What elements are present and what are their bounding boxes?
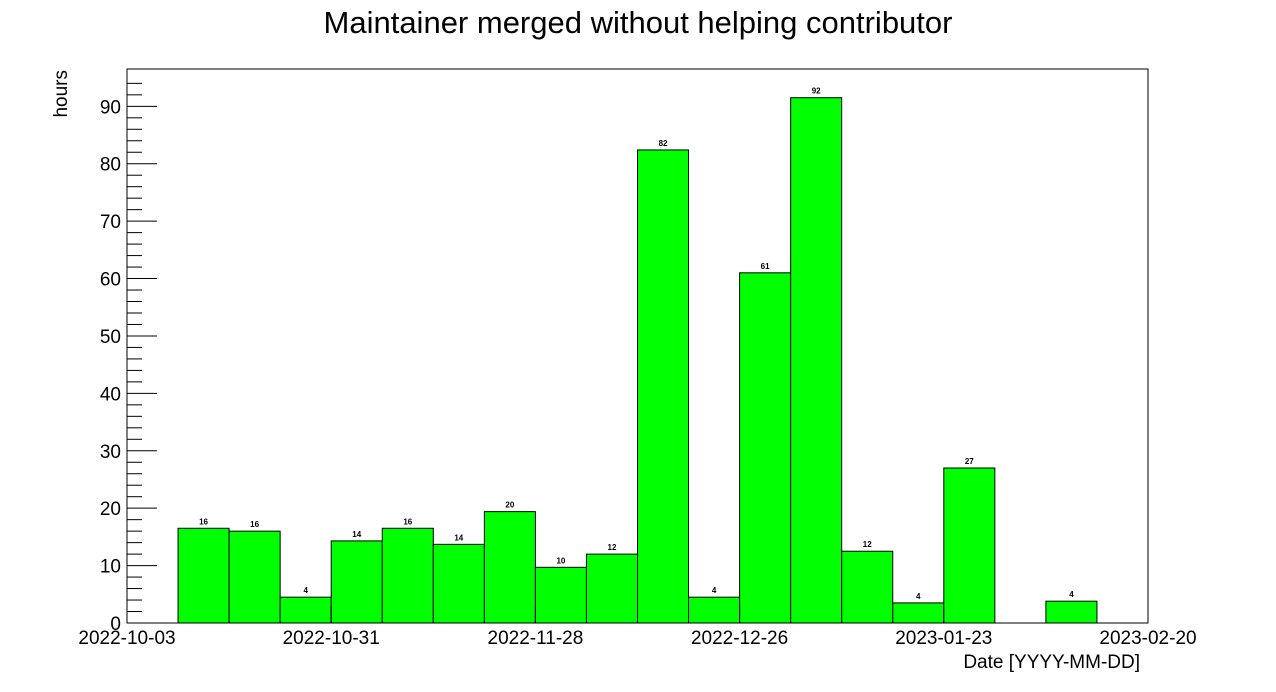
histogram-bar [330,540,383,624]
histogram-bar [279,596,332,624]
x-axis: 2022-10-03 2022-10-31 2022-11-28 2022-12-26… [78,606,1197,649]
bar-value-label: 20 [505,501,514,510]
bar-value-label: 27 [965,457,974,466]
x-tick-label: 2023-02-20 [1099,628,1196,649]
histogram-bar [739,272,792,624]
y-tick-label: 0 [110,614,121,635]
y-tick-label: 10 [100,557,121,578]
histogram-bar [585,553,639,624]
bar-labels-layer: 16 16 4 14 16 14 20 10 12 82 4 61 92 12 4 27 4 [199,87,1074,601]
x-tick-label: 2022-10-31 [283,628,380,649]
bar-value-label: 16 [199,517,208,526]
y-tick-label: 20 [100,499,121,520]
x-tick-label: 2022-12-26 [691,628,788,649]
bar-value-label: 61 [761,262,770,271]
histogram-bar [381,527,434,624]
bar-value-label: 92 [812,87,821,96]
histogram-bar [892,602,945,624]
y-tick-label: 70 [100,212,121,233]
histogram-bar [534,566,587,624]
y-axis-title: hours [51,70,72,118]
bar-value-label: 14 [352,530,361,539]
y-tick-label: 90 [100,97,121,118]
bar-value-label: 16 [403,517,412,526]
bar-value-label: 4 [712,586,717,595]
bar-value-label: 4 [1069,590,1074,599]
y-axis: 0 10 20 30 40 50 60 70 80 90 [100,82,157,635]
bar-value-label: 10 [556,556,565,565]
x-tick-label: 2023-01-23 [895,628,992,649]
y-tick-label: 30 [100,442,121,463]
histogram-bar [432,543,485,624]
y-tick-label: 40 [100,384,121,405]
bar-value-label: 4 [916,592,921,601]
y-tick-label: 60 [100,270,121,291]
bar-value-label: 14 [454,533,463,542]
histogram-bar [943,467,996,624]
x-tick-label: 2022-11-28 [488,628,584,649]
histogram-bar [637,149,690,624]
histogram-bar [177,527,230,624]
x-tick-label: 2022-10-03 [78,628,175,649]
chart-title: Maintainer merged without helping contri… [324,5,953,40]
bar-value-label: 82 [659,139,668,148]
bar-value-label: 12 [608,543,617,552]
bar-value-label: 12 [863,540,872,549]
bar-value-label: 4 [303,586,308,595]
histogram-bar [841,550,894,624]
x-axis-title: Date [YYYY-MM-DD] [963,652,1140,673]
plot-frame [126,68,1149,624]
y-tick-label: 80 [100,155,121,176]
histogram-bar [790,97,843,624]
histogram-bar [228,530,281,624]
bars-layer [177,97,1098,624]
bar-value-label: 16 [250,520,259,529]
histogram-bar [1045,600,1098,624]
histogram-bar [688,596,741,624]
y-tick-label: 50 [100,327,121,348]
histogram-bar [483,511,536,624]
